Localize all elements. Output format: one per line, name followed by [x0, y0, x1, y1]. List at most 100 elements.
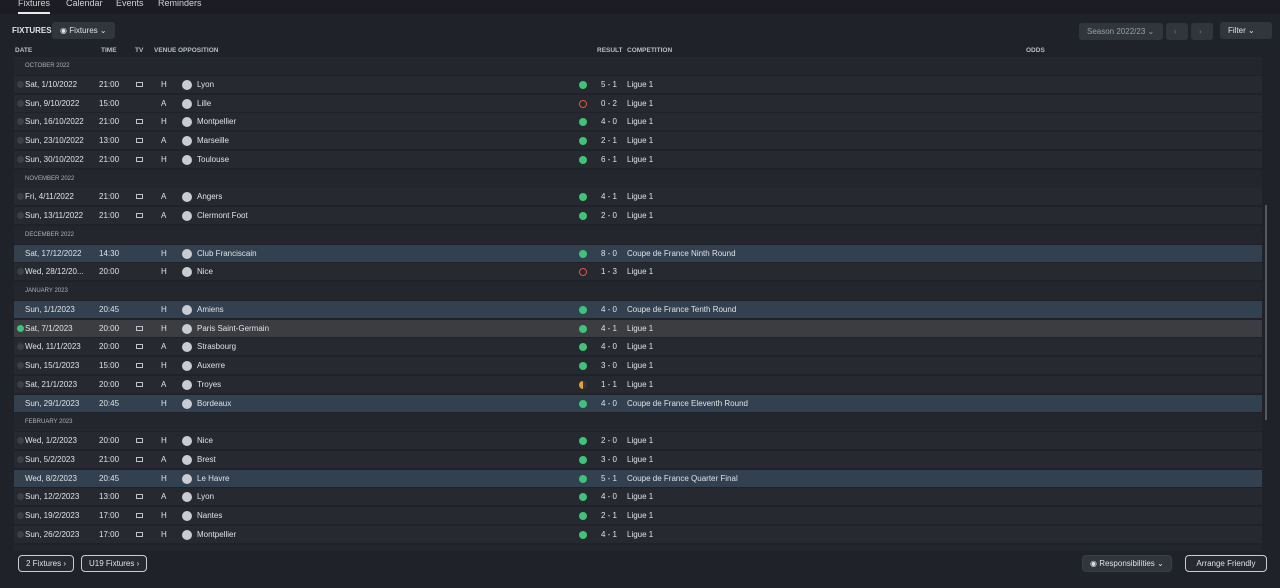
competition[interactable]: Ligue 1: [627, 436, 654, 445]
opposition[interactable]: Amiens: [197, 304, 224, 314]
month-header: JANUARY 2023: [14, 282, 1262, 300]
competition[interactable]: Ligue 1: [627, 529, 654, 539]
column-header[interactable]: OPPOSITION: [178, 47, 219, 54]
time: 21:00: [99, 79, 120, 89]
tab[interactable]: Fixtures: [18, 0, 51, 8]
competition[interactable]: Ligue 1: [627, 492, 654, 502]
competition[interactable]: Ligue 1: [627, 267, 654, 277]
fixture-row[interactable]: Sun, 12/2/2023 13:00 A Lyon 4 - 0 Ligue 1: [14, 488, 1262, 507]
fixture-row[interactable]: Fri, 4/11/2022 21:00 A Angers 4 - 1 Ligue 1: [14, 188, 1262, 207]
competition[interactable]: Ligue 1: [627, 379, 654, 389]
fixture-row[interactable]: Sun, 30/10/2022 21:00 H Toulouse 6 - 1 Ligue …: [14, 150, 1262, 169]
responsibilities-button[interactable]: ◉ Responsibilities ⌄: [1082, 555, 1172, 572]
competition[interactable]: Ligue 1: [627, 361, 654, 370]
fixture-row[interactable]: Sun, 15/1/2023 15:00 H Auxerre 3 - 0 Ligue 1: [14, 357, 1262, 375]
filter-button[interactable]: Filter ⌄: [1220, 22, 1272, 39]
view-button[interactable]: ◉ Fixtures ⌄: [52, 22, 115, 39]
competition[interactable]: Coupe de France Eleventh Round: [627, 398, 748, 408]
opposition[interactable]: Clermont Foot: [197, 211, 248, 220]
competition[interactable]: Ligue 1: [627, 117, 654, 127]
opposition[interactable]: Le Havre: [197, 473, 230, 483]
time: 20:00: [99, 436, 120, 445]
column-header[interactable]: ODDS: [1026, 47, 1045, 54]
opposition[interactable]: Lyon: [197, 79, 215, 89]
opposition[interactable]: Paris Saint-Germain: [197, 323, 270, 333]
opposition[interactable]: Brest: [197, 454, 216, 464]
fixtures-button[interactable]: 2 Fixtures ›: [18, 555, 75, 572]
fixture-row[interactable]: Wed, 8/2/2023 20:45 H Le Havre 5 - 1 Coupe de…: [14, 469, 1262, 488]
opposition[interactable]: Troyes: [197, 379, 222, 389]
venue: H: [161, 323, 167, 333]
column-header[interactable]: RESULT: [597, 47, 623, 54]
competition[interactable]: Coupe de France Tenth Round: [627, 304, 737, 314]
club-badge: [182, 136, 192, 146]
fixture-row[interactable]: Sun, 1/1/2023 20:45 H Amiens 4 - 0 Coupe de F…: [14, 300, 1262, 319]
competition[interactable]: Coupe de France Ninth Round: [627, 248, 736, 258]
opposition[interactable]: Nice: [197, 436, 214, 445]
opposition[interactable]: Club Franciscain: [197, 248, 257, 258]
column-header[interactable]: COMPETITION: [627, 47, 673, 54]
time: 20:45: [99, 304, 120, 314]
season-select[interactable]: Season 2022/23 ⌄: [1079, 23, 1163, 40]
column-header[interactable]: TIME: [101, 47, 117, 54]
next-button[interactable]: ›: [1191, 23, 1213, 40]
opposition[interactable]: Bordeaux: [197, 398, 232, 408]
competition[interactable]: Coupe de France Quarter Final: [627, 473, 738, 483]
club-badge: [182, 529, 192, 540]
opposition[interactable]: Lyon: [197, 492, 215, 502]
venue: H: [161, 154, 167, 164]
tab[interactable]: Reminders: [158, 0, 202, 8]
opposition[interactable]: Nantes: [197, 511, 223, 520]
fixture-row[interactable]: Wed, 11/1/2023 20:00 A Strasbourg 4 - 0 Ligue…: [14, 338, 1262, 357]
opposition[interactable]: Lille: [197, 98, 212, 108]
club-badge: [182, 304, 192, 315]
fixture-row[interactable]: Sun, 23/10/2022 13:00 A Marseille 2 - 1 Ligue…: [14, 132, 1262, 150]
fixture-row[interactable]: Sun, 9/10/2022 15:00 A Lille 0 - 2 Ligue 1: [14, 94, 1262, 113]
status-icon: [17, 305, 24, 313]
arrange-friendly-button[interactable]: Arrange Friendly: [1185, 555, 1267, 572]
fixture-row[interactable]: Wed, 1/2/2023 20:00 H Nice 2 - 0 Ligue 1: [14, 432, 1262, 450]
fixture-row[interactable]: Sun, 5/2/2023 21:00 A Brest 3 - 0 Ligue 1: [14, 450, 1262, 469]
opposition[interactable]: Marseille: [197, 136, 230, 145]
opposition[interactable]: Strasbourg: [197, 342, 237, 352]
competition[interactable]: Ligue 1: [627, 323, 654, 333]
opposition[interactable]: Montpellier: [197, 117, 237, 127]
tab[interactable]: Calendar: [66, 0, 103, 8]
fixture-row[interactable]: Sun, 16/10/2022 21:00 H Montpellier 4 - 0 Lig…: [14, 113, 1262, 132]
competition[interactable]: Ligue 1: [627, 136, 654, 145]
competition[interactable]: Ligue 1: [627, 511, 654, 520]
opposition[interactable]: Angers: [197, 192, 223, 202]
fixture-row[interactable]: Sun, 13/11/2022 21:00 A Clermont Foot 2 - 0 L…: [14, 207, 1262, 225]
fixture-row[interactable]: Sun, 29/1/2023 20:45 H Bordeaux 4 - 0 Coupe d…: [14, 394, 1262, 413]
competition[interactable]: Ligue 1: [627, 154, 654, 164]
column-header[interactable]: DATE: [15, 47, 33, 54]
competition[interactable]: Ligue 1: [627, 98, 654, 108]
opposition[interactable]: Toulouse: [197, 154, 230, 164]
result: 4 - 1: [601, 323, 618, 333]
time: 20:00: [99, 379, 120, 389]
fixture-row[interactable]: Sun, 26/2/2023 17:00 H Montpellier 4 - 1 Ligu…: [14, 525, 1262, 544]
tab[interactable]: Events: [116, 0, 144, 8]
competition[interactable]: Ligue 1: [627, 211, 654, 220]
fixture-row[interactable]: Sat, 1/10/2022 21:00 H Lyon 5 - 1 Ligue 1: [14, 75, 1262, 94]
column-header[interactable]: VENUE: [154, 47, 177, 54]
fixture-row[interactable]: Sun, 19/2/2023 17:00 H Nantes 2 - 1 Ligue 1: [14, 507, 1262, 525]
status-icon: [17, 512, 24, 519]
result: 4 - 0: [601, 117, 618, 127]
competition[interactable]: Ligue 1: [627, 192, 654, 202]
competition[interactable]: Ligue 1: [627, 454, 654, 464]
fixture-row[interactable]: Wed, 28/12/20... 20:00 H Nice 1 - 3 Ligue 1: [14, 263, 1262, 282]
fixture-row[interactable]: Sat, 17/12/2022 14:30 H Club Franciscain 8 -…: [14, 244, 1262, 263]
responsibilities-label: Responsibilities: [1099, 559, 1155, 568]
competition[interactable]: Ligue 1: [627, 79, 654, 89]
u19-button[interactable]: U19 Fixtures ›: [81, 555, 148, 572]
venue: H: [161, 511, 167, 520]
opposition[interactable]: Nice: [197, 267, 214, 277]
opposition[interactable]: Auxerre: [197, 361, 226, 370]
prev-button[interactable]: ‹: [1166, 23, 1188, 40]
fixture-row[interactable]: Sat, 7/1/2023 20:00 H Paris Saint-Germain 4 …: [14, 319, 1262, 338]
competition[interactable]: Ligue 1: [627, 342, 654, 352]
fixture-row[interactable]: Sat, 21/1/2023 20:00 A Troyes 1 - 1 Ligue 1: [14, 375, 1262, 394]
opposition[interactable]: Montpellier: [197, 529, 237, 539]
column-header[interactable]: TV: [135, 47, 144, 54]
